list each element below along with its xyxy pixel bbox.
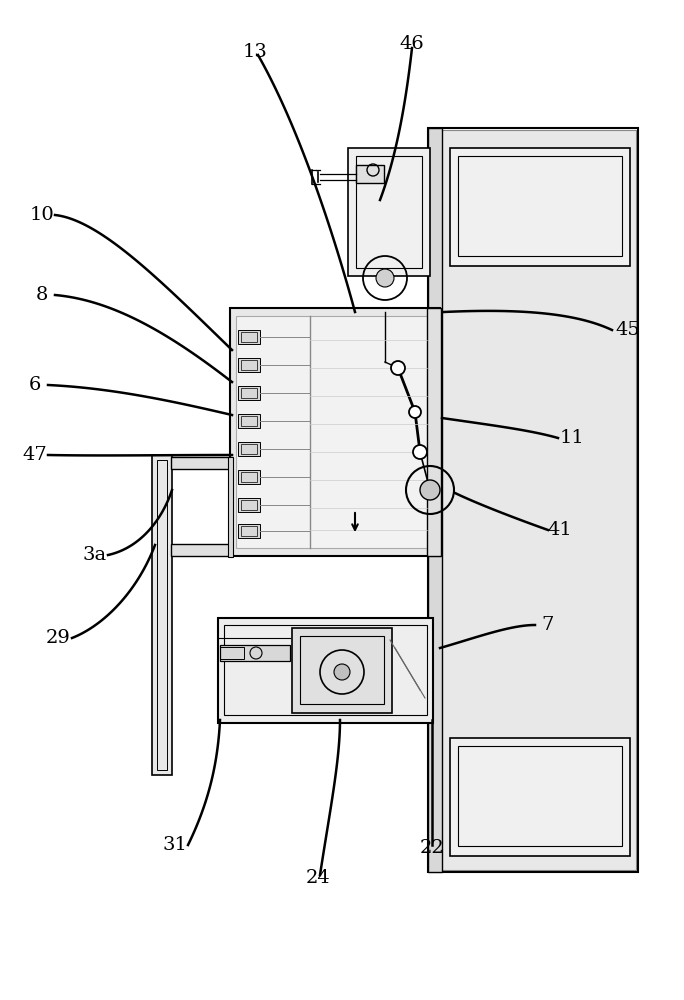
- Bar: [356, 156, 422, 268]
- Text: 41: 41: [548, 521, 573, 539]
- Bar: [356, 165, 384, 183]
- Text: 45: 45: [616, 321, 640, 339]
- Bar: [238, 330, 260, 344]
- Bar: [241, 444, 257, 454]
- Bar: [152, 455, 172, 775]
- Bar: [224, 625, 427, 715]
- Text: 11: 11: [560, 429, 584, 447]
- Text: 7: 7: [542, 616, 554, 634]
- Bar: [428, 128, 638, 872]
- Text: 13: 13: [243, 43, 267, 61]
- Bar: [157, 460, 167, 770]
- Bar: [241, 526, 257, 536]
- Bar: [450, 148, 630, 266]
- Bar: [238, 470, 260, 484]
- Bar: [171, 544, 231, 556]
- Bar: [220, 647, 244, 659]
- Text: 3a: 3a: [83, 546, 107, 564]
- Bar: [238, 414, 260, 428]
- Circle shape: [409, 406, 421, 418]
- Text: 29: 29: [46, 629, 70, 647]
- Bar: [236, 316, 434, 548]
- Text: 31: 31: [163, 836, 187, 854]
- Bar: [218, 618, 433, 723]
- Bar: [241, 360, 257, 370]
- Bar: [241, 416, 257, 426]
- Bar: [241, 332, 257, 342]
- Bar: [450, 738, 630, 856]
- Bar: [458, 156, 622, 256]
- Bar: [241, 472, 257, 482]
- Text: 47: 47: [23, 446, 47, 464]
- Bar: [238, 358, 260, 372]
- Circle shape: [334, 664, 350, 680]
- Bar: [300, 636, 384, 704]
- Text: 46: 46: [399, 35, 424, 53]
- Bar: [427, 308, 441, 556]
- Circle shape: [391, 361, 405, 375]
- Circle shape: [376, 269, 394, 287]
- Circle shape: [420, 480, 440, 500]
- Bar: [230, 308, 440, 556]
- Bar: [428, 128, 442, 872]
- Bar: [428, 130, 636, 870]
- Bar: [458, 746, 622, 846]
- Bar: [238, 498, 260, 512]
- Bar: [228, 457, 233, 557]
- Text: 24: 24: [306, 869, 330, 887]
- Bar: [171, 457, 231, 469]
- Bar: [220, 645, 290, 661]
- Circle shape: [413, 445, 427, 459]
- Bar: [292, 628, 392, 713]
- Text: 22: 22: [419, 839, 445, 857]
- Bar: [238, 442, 260, 456]
- Text: 8: 8: [36, 286, 48, 304]
- Text: 6: 6: [29, 376, 41, 394]
- Bar: [238, 524, 260, 538]
- Bar: [238, 386, 260, 400]
- Bar: [241, 388, 257, 398]
- Bar: [241, 500, 257, 510]
- Text: 10: 10: [29, 206, 54, 224]
- Bar: [348, 148, 430, 276]
